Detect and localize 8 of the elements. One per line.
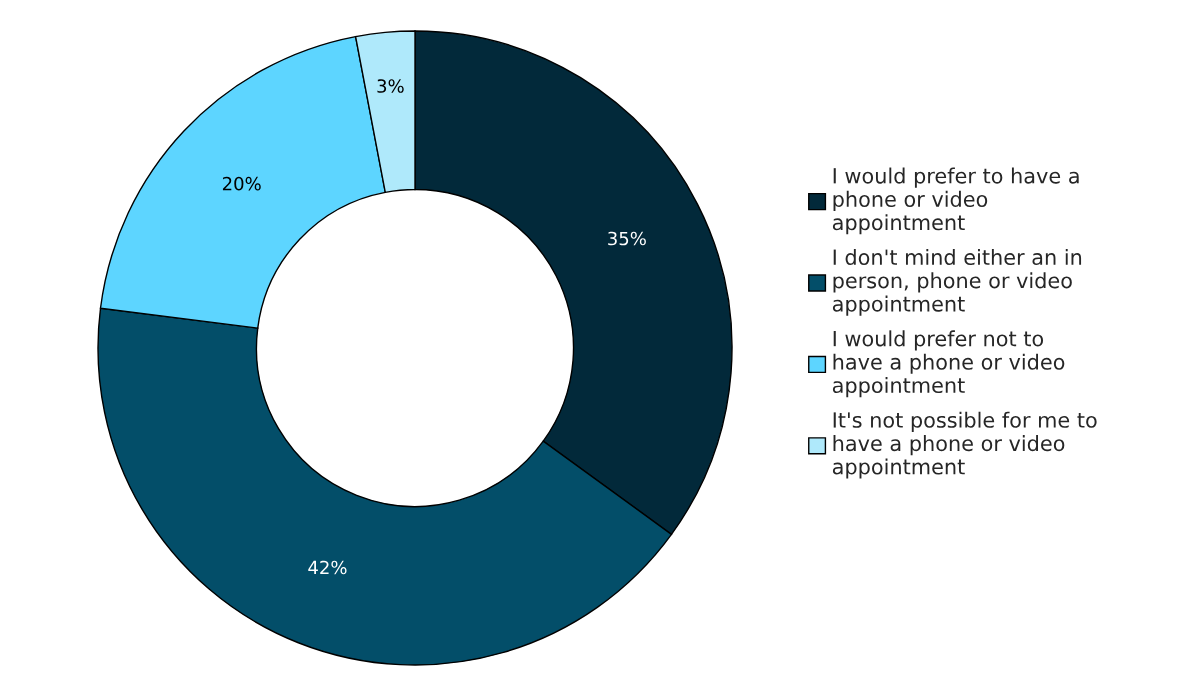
data-label: 35% — [608, 231, 646, 246]
legend-label: I would prefer not to have a phone or video appointment — [832, 330, 1065, 398]
data-label: 20% — [222, 176, 261, 191]
legend-label: I don't mind either an in person, phone or video appointment — [832, 248, 1082, 316]
legend-label: It's not possible for me to have a phone or video appointment — [832, 411, 1097, 479]
legend-label: I would prefer to have a phone or video appointment — [832, 167, 1079, 235]
data-label: 42% — [308, 560, 347, 575]
data-label: 3% — [377, 79, 404, 93]
